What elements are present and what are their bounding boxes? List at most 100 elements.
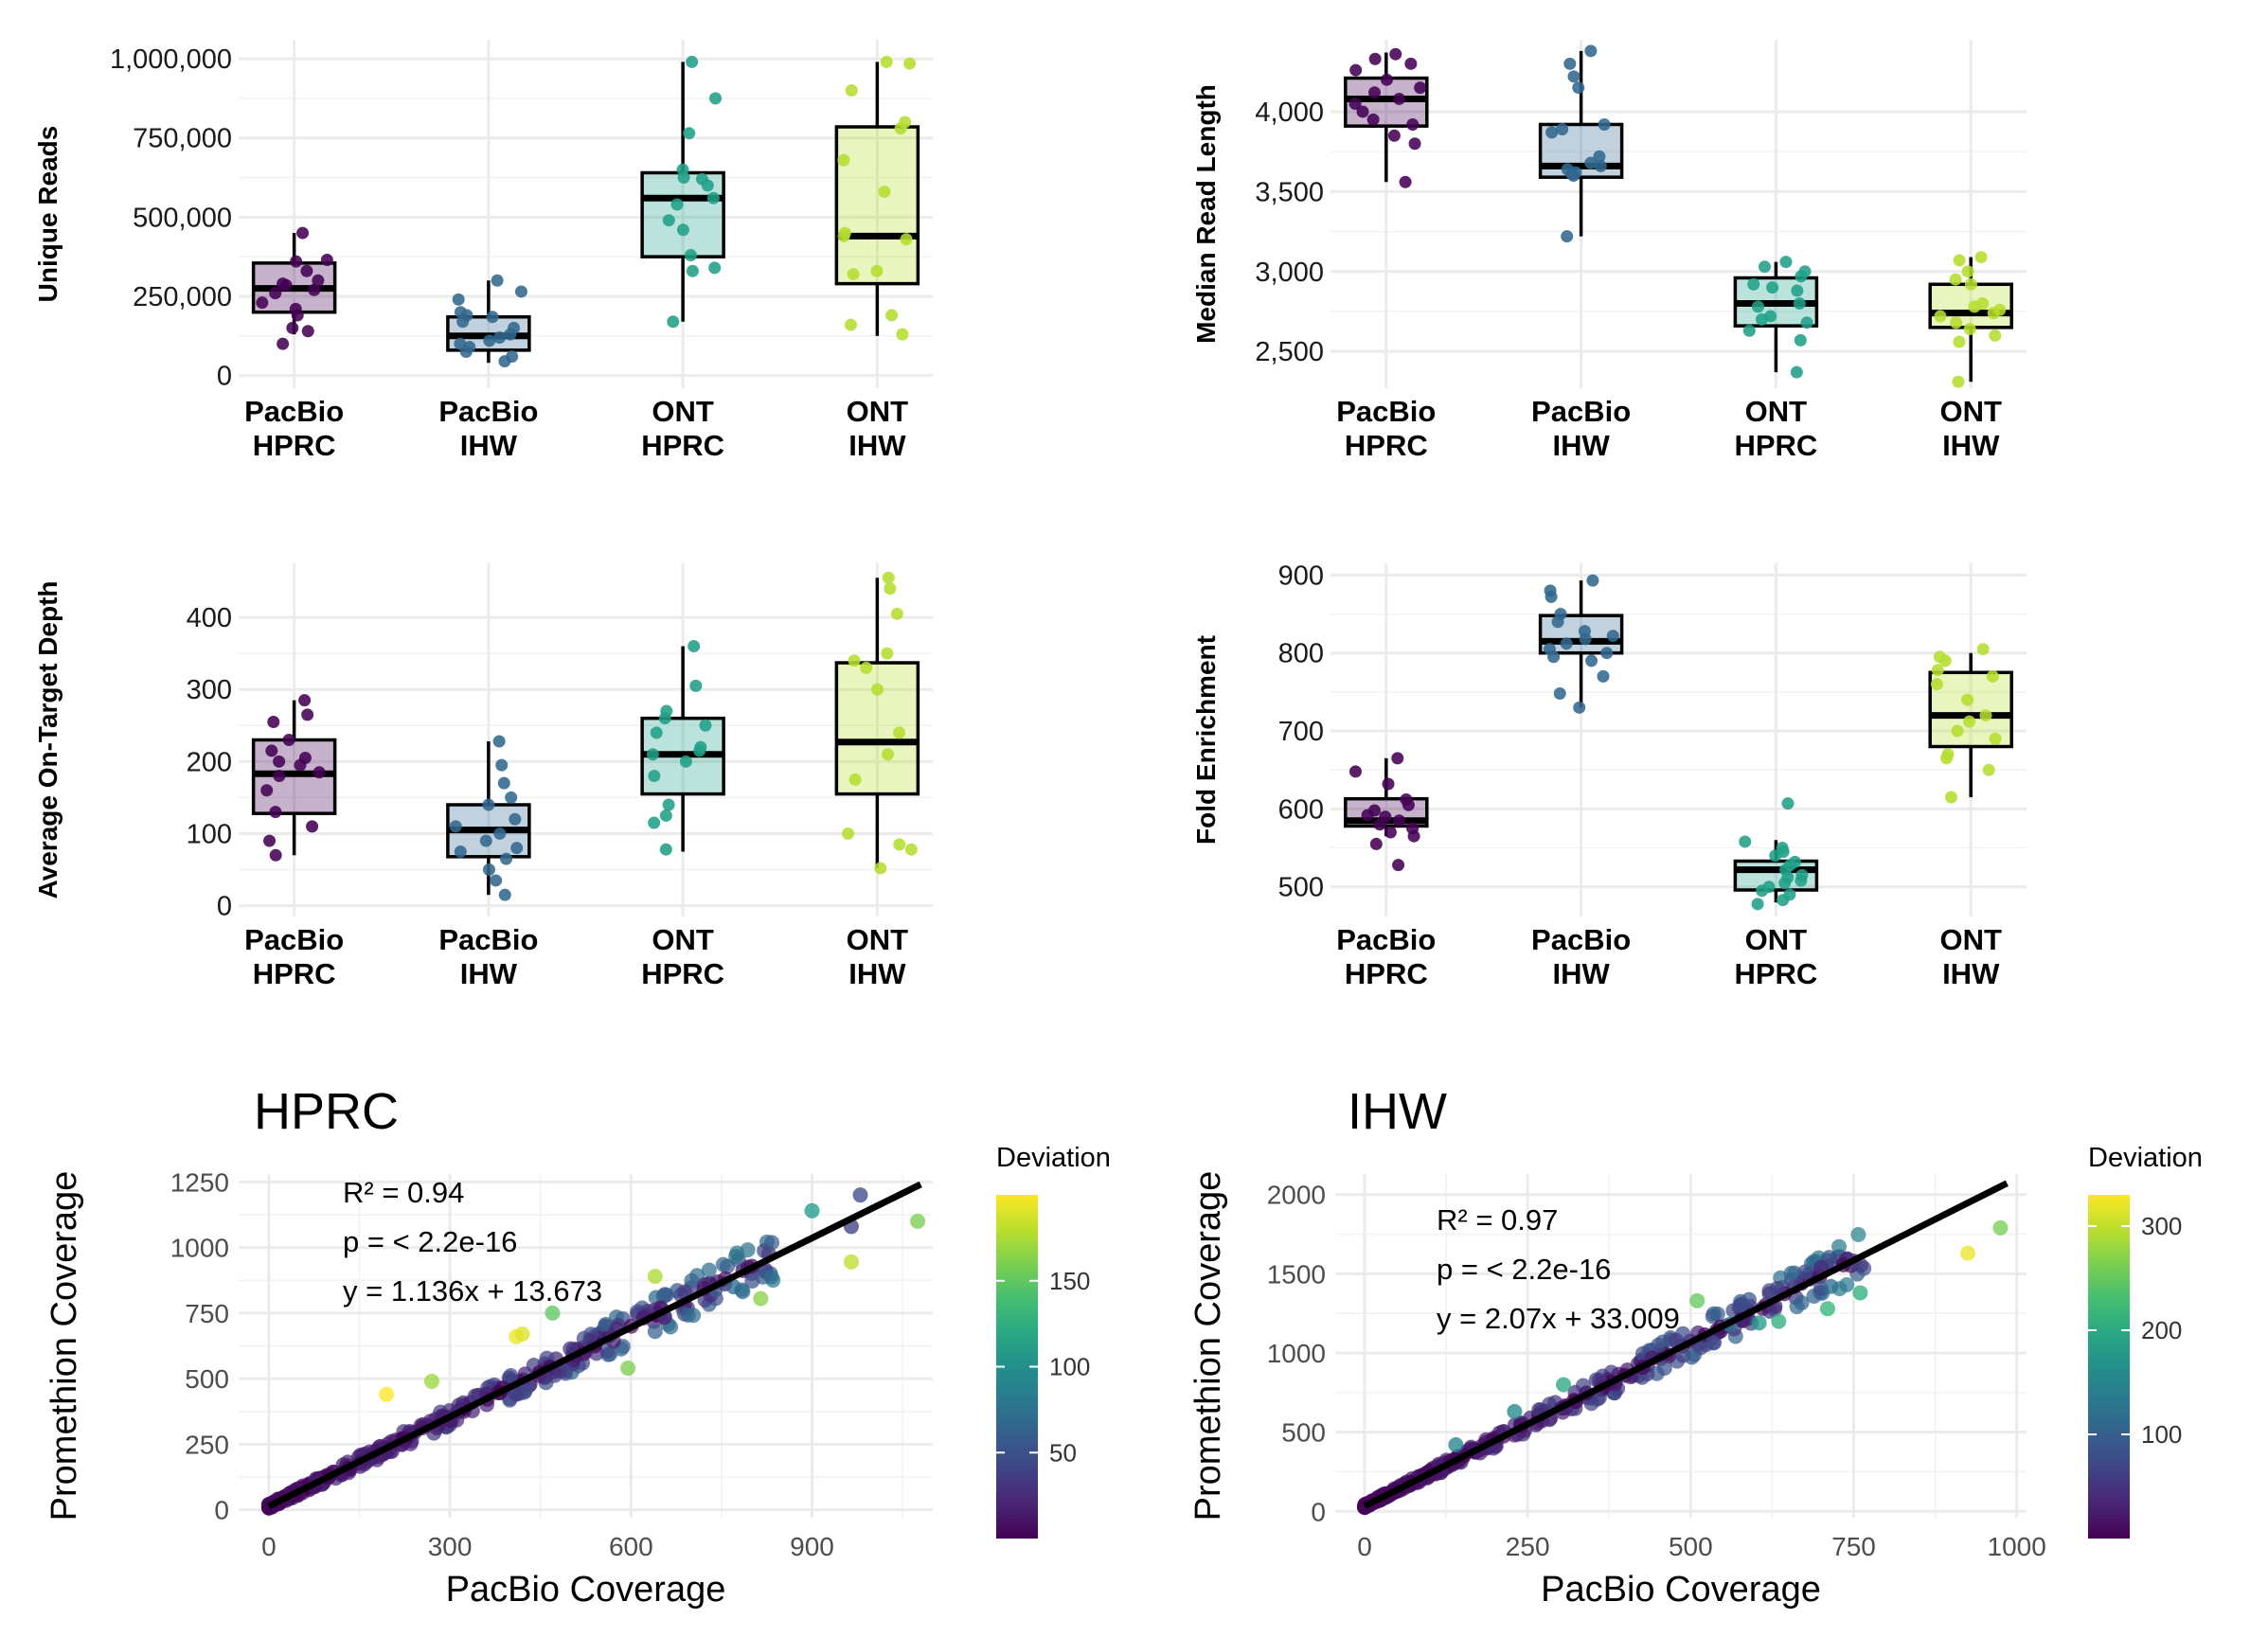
y-tick-label: 250,000 [133,282,232,312]
y-tick-label: 300 [187,675,232,705]
y-tick-label: 500 [1281,1418,1326,1448]
scatter-point [1819,1301,1835,1317]
data-point [683,127,696,140]
data-point [1382,777,1395,791]
y-tick-label: 500 [185,1364,229,1394]
y-tick-label: 900 [1278,560,1324,591]
data-point [1769,849,1782,863]
x-tick-label: 0 [261,1532,277,1561]
data-point [1584,156,1598,169]
data-point [688,640,701,653]
data-point [893,838,906,851]
data-point [1348,98,1362,111]
box-group [1344,752,1429,872]
data-point [684,248,697,261]
colorbar-tick-label: 200 [2141,1316,2182,1344]
data-point [693,744,706,757]
data-point [495,758,509,772]
data-point [648,770,661,783]
y-axis-title: Median Read Length [1191,84,1221,344]
data-point [1547,650,1561,664]
colorbar-tick-label: 100 [1049,1353,1090,1381]
data-point [282,734,295,746]
data-point [894,122,907,135]
data-point [296,226,310,240]
data-point [676,223,689,237]
colorbar-tick-label: 150 [1049,1267,1090,1295]
x-tick-label: PacBio IHW [1531,923,1631,990]
data-point [659,809,672,822]
data-point [1791,284,1804,297]
data-point [1779,256,1793,269]
data-point [1950,316,1963,329]
x-tick-label-line: ONT [847,923,909,956]
x-tick-label: 750 [1831,1532,1876,1561]
data-point [1931,664,1944,677]
data-point [1940,752,1954,765]
scatter-point [764,1235,780,1251]
data-point [1778,877,1792,890]
data-point [490,874,503,887]
x-tick-label: PacBio IHW [438,923,538,990]
data-point [667,315,680,329]
data-point [658,712,671,725]
scatter-point [725,1279,741,1295]
x-tick-label: ONT IHW [847,395,909,462]
data-point [1949,273,1962,286]
data-point [1366,113,1380,126]
x-tick-label-line: PacBio [438,923,538,956]
scatter-point [1705,1335,1721,1351]
colorbar-tick-label: 100 [2141,1420,2182,1449]
data-point [708,261,722,275]
x-tick-label-line: ONT [847,395,909,428]
data-point [306,820,319,833]
data-point [1963,715,1976,728]
scatter-point [852,1187,868,1203]
ihw-coverage-scatter: 0 250 500 750 1000 0 500 1000 1500 2000 IHW PacBio … [1188,1083,2203,1610]
x-tick-label-line: IHW [460,429,518,462]
x-axis-title: PacBio Coverage [1541,1570,1821,1610]
data-point [1755,312,1768,326]
data-point [269,287,282,300]
box-group [834,55,920,341]
data-point [1560,637,1573,650]
data-point [1986,669,1999,683]
data-point [648,816,661,829]
data-point [1551,615,1564,629]
x-tick-label: PacBio HPRC [244,395,344,462]
data-point [1553,687,1566,701]
x-tick-label: ONT IHW [1939,923,2002,990]
grid [1330,40,2027,388]
data-point [1606,630,1619,643]
data-point [1793,297,1806,311]
panel-title: HPRC [254,1083,399,1140]
y-tick-label: 700 [1278,717,1324,747]
x-tick-label-line: HPRC [1345,957,1428,990]
x-tick-label: PacBio HPRC [244,923,344,990]
data-point [454,845,467,858]
regression-line [1363,1180,2009,1509]
data-point [1600,647,1614,660]
scatter-point [1705,1308,1721,1325]
data-point [493,330,507,344]
data-point [874,862,887,875]
annotation: y = 1.136x + 13.673 [343,1274,602,1308]
grid [239,563,933,916]
scatter-point [423,1373,439,1389]
data-point [482,798,495,811]
data-point [882,748,895,761]
scatter-point [1689,1292,1705,1308]
x-tick-label: PacBio IHW [438,395,538,462]
data-point [298,694,312,707]
y-tick-label: 1500 [1267,1259,1326,1289]
data-point [256,296,269,310]
data-point [291,309,304,322]
y-tick-label: 750,000 [133,124,232,154]
box-group [446,735,531,901]
data-point [269,806,282,819]
data-point [847,268,860,281]
data-point [890,607,903,620]
x-tick-label-line: PacBio [1336,395,1436,428]
data-point [1572,81,1585,95]
